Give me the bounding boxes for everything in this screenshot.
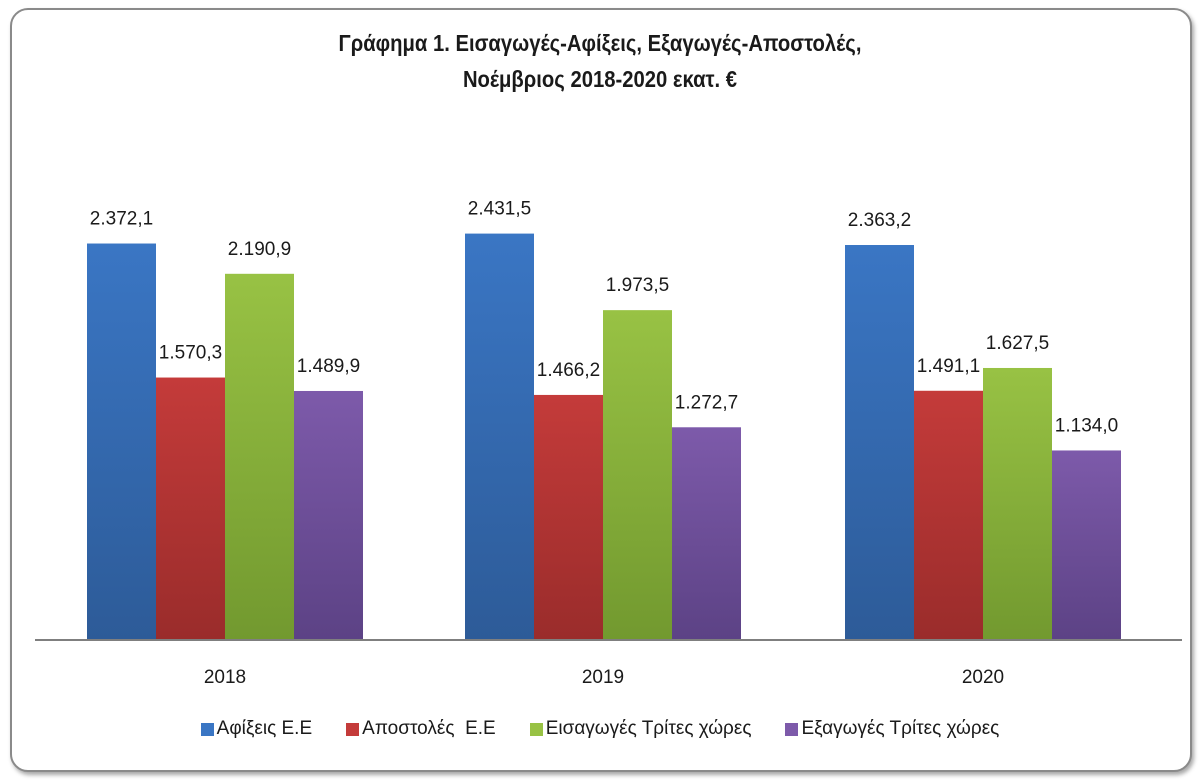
legend-swatch	[346, 722, 360, 736]
legend: Αφίξεις Ε.Ε Αποστολές Ε.Ε Εισαγωγές Τρίτες…	[0, 718, 1200, 740]
data-label: 1.134,0	[1055, 415, 1118, 436]
data-label: 1.570,3	[159, 343, 222, 364]
bar	[1052, 450, 1121, 640]
data-label: 2.363,2	[848, 210, 911, 231]
data-label: 1.627,5	[986, 333, 1049, 354]
data-label: 2.372,1	[90, 209, 153, 230]
chart-title-line1: Γράφημα 1. Εισαγωγές-Αφίξεις, Εξαγωγές-Α…	[338, 30, 862, 56]
data-label: 1.489,9	[297, 356, 360, 377]
x-tick-label: 2020	[962, 667, 1004, 688]
legend-item: Αφίξεις Ε.Ε	[200, 718, 313, 740]
bar	[672, 427, 741, 640]
bar	[225, 273, 294, 640]
x-tick-label: 2018	[204, 667, 246, 688]
x-tick-label: 2019	[582, 667, 624, 688]
legend-swatch	[529, 722, 543, 736]
data-label: 2.190,9	[228, 239, 291, 260]
bar	[294, 390, 363, 640]
bar	[603, 310, 672, 640]
bar	[983, 367, 1052, 640]
data-label: 1.466,2	[537, 360, 600, 381]
legend-item: Αποστολές Ε.Ε	[346, 718, 496, 740]
bar	[156, 377, 225, 640]
bar	[87, 243, 156, 640]
legend-label: Αφίξεις Ε.Ε	[216, 718, 313, 739]
bar	[534, 394, 603, 640]
legend-item: Εξαγωγές Τρίτες χώρες	[785, 718, 999, 740]
legend-label: Αποστολές Ε.Ε	[362, 718, 496, 739]
bar	[465, 233, 534, 640]
legend-label: Εισαγωγές Τρίτες χώρες	[545, 718, 752, 739]
chart-title-line2: Νοέμβριος 2018-2020 εκατ. €	[462, 66, 738, 92]
bar	[914, 390, 983, 640]
data-label: 2.431,5	[468, 199, 531, 220]
legend-swatch	[785, 722, 799, 736]
legend-label: Εξαγωγές Τρίτες χώρες	[801, 718, 1000, 739]
legend-swatch	[200, 722, 214, 736]
legend-item: Εισαγωγές Τρίτες χώρες	[529, 718, 752, 740]
data-label: 1.491,1	[917, 356, 980, 377]
data-label: 1.973,5	[606, 275, 669, 296]
data-label: 1.272,7	[675, 392, 738, 413]
bar	[845, 245, 914, 640]
